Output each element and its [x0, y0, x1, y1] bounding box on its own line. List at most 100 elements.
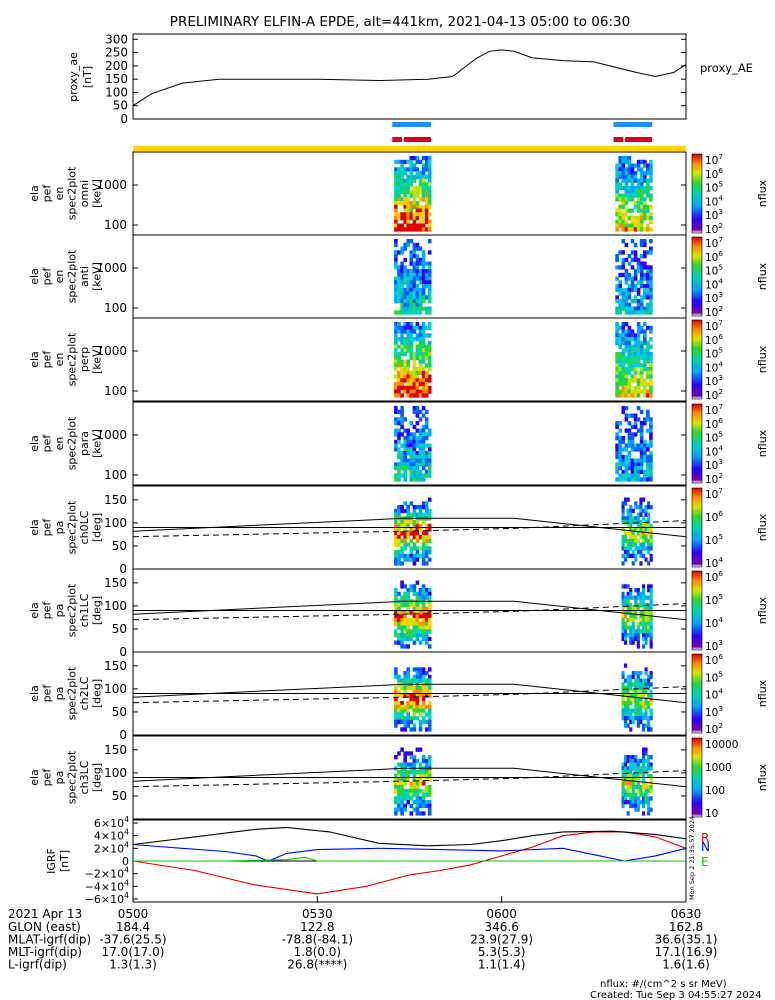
heatmap-cell [394, 447, 398, 452]
heatmap-cell [397, 182, 401, 187]
heatmap-cell [631, 553, 635, 559]
heatmap-cell [415, 257, 420, 263]
heatmap-cell [421, 208, 426, 213]
heatmap-cell [624, 299, 629, 304]
heatmap-cell [427, 432, 432, 437]
heatmap-cell [427, 603, 432, 608]
heatmap-cell [394, 777, 398, 782]
heatmap-cell [644, 527, 648, 532]
heatmap-cell [421, 432, 426, 437]
heatmap-cell [397, 773, 401, 779]
heatmap-cell [427, 527, 432, 532]
colorbar-tick-label: 104 [705, 276, 723, 291]
heatmap-cell [639, 269, 644, 274]
heatmap-cell [400, 603, 404, 608]
heatmap-cell [397, 329, 401, 334]
loss-cone-dashed [132, 686, 687, 704]
heatmap-cell [400, 633, 404, 638]
time-row-value: 17.0(17.0) [102, 945, 165, 959]
panel-tick-label: 1000 [96, 428, 127, 442]
heatmap-cell [415, 591, 420, 597]
heatmap-cell [409, 432, 414, 437]
heatmap-cell [406, 751, 410, 756]
heatmap-cell [636, 344, 641, 349]
heatmap-cell [627, 227, 632, 232]
heatmap-cell [647, 633, 651, 638]
heatmap-cell [421, 557, 426, 562]
heatmap-cell [643, 295, 647, 300]
heatmap-cell [412, 329, 417, 334]
heatmap-cell [626, 520, 630, 525]
heatmap-cell [424, 800, 429, 805]
heatmap-cell [624, 454, 629, 460]
heatmap-cell [415, 167, 420, 172]
heatmap-cell [649, 625, 653, 630]
heatmap-cell [636, 800, 640, 805]
colorbar [691, 653, 703, 734]
heatmap-cell [421, 512, 426, 517]
colorbar-label: nflux [756, 763, 769, 791]
heatmap-cell [403, 644, 407, 649]
heatmap-cell [649, 451, 653, 456]
heatmap-cell [418, 747, 423, 752]
heatmap-cell [418, 212, 423, 217]
heatmap-cell [634, 803, 638, 809]
heatmap-cell [636, 385, 641, 391]
heatmap-cell [427, 800, 432, 805]
heatmap-cell [418, 186, 423, 191]
heatmap-cell [624, 178, 629, 183]
heatmap-cell [621, 265, 626, 270]
heatmap-cell [621, 352, 626, 357]
heatmap-cell [642, 751, 646, 756]
heatmap-cell [394, 773, 398, 779]
heatmap-cell [639, 697, 643, 702]
heatmap-cell [649, 535, 653, 540]
heatmap-cell [418, 204, 423, 210]
heatmap-cell [642, 531, 646, 536]
heatmap-cell [421, 473, 426, 478]
heatmap-cell [618, 393, 622, 398]
heatmap-cell [394, 287, 398, 293]
heatmap-cell [621, 770, 625, 775]
heatmap-cell [394, 406, 398, 411]
heatmap-cell [400, 792, 404, 797]
colorbar-tick-label: 105 [705, 592, 723, 607]
heatmap-cell [629, 553, 633, 559]
heatmap-cell [631, 633, 635, 638]
colorbar-tick-label: 106 [705, 509, 723, 524]
heatmap-cell [412, 436, 417, 441]
heatmap-cell [409, 811, 414, 816]
heatmap-cell [646, 178, 650, 183]
heatmap-cell [649, 291, 653, 296]
heatmap-cell [644, 557, 648, 562]
heatmap-cell [621, 325, 626, 331]
heatmap-cell [630, 443, 635, 448]
heatmap-cell [415, 428, 420, 433]
heatmap-cell [412, 216, 417, 221]
heatmap-cell [409, 629, 414, 634]
heatmap-cell [421, 295, 426, 300]
heatmap-cell [649, 178, 653, 183]
heatmap-cell [421, 462, 426, 467]
heatmap-cell [621, 295, 626, 300]
heatmap-cell [646, 348, 650, 353]
heatmap-cell [646, 295, 650, 300]
heatmap-cell [403, 751, 407, 756]
heatmap-cell [618, 280, 622, 285]
heatmap-cell [621, 603, 625, 608]
heatmap-cell [427, 272, 432, 278]
heatmap-cell [412, 606, 417, 612]
heatmap-cell [615, 352, 619, 357]
heatmap-cell [618, 333, 622, 338]
heatmap-cell [421, 716, 426, 721]
heatmap-cell [626, 618, 630, 623]
heatmap-cell [424, 640, 429, 645]
heatmap-cell [424, 159, 429, 165]
heatmap-cell [418, 291, 423, 296]
heatmap-cell [406, 212, 410, 217]
heatmap-cell [647, 550, 651, 555]
heatmap-cell [406, 633, 410, 638]
heatmap-cell [621, 712, 625, 717]
heatmap-cell [643, 261, 647, 266]
heatmap-cell [403, 595, 407, 600]
